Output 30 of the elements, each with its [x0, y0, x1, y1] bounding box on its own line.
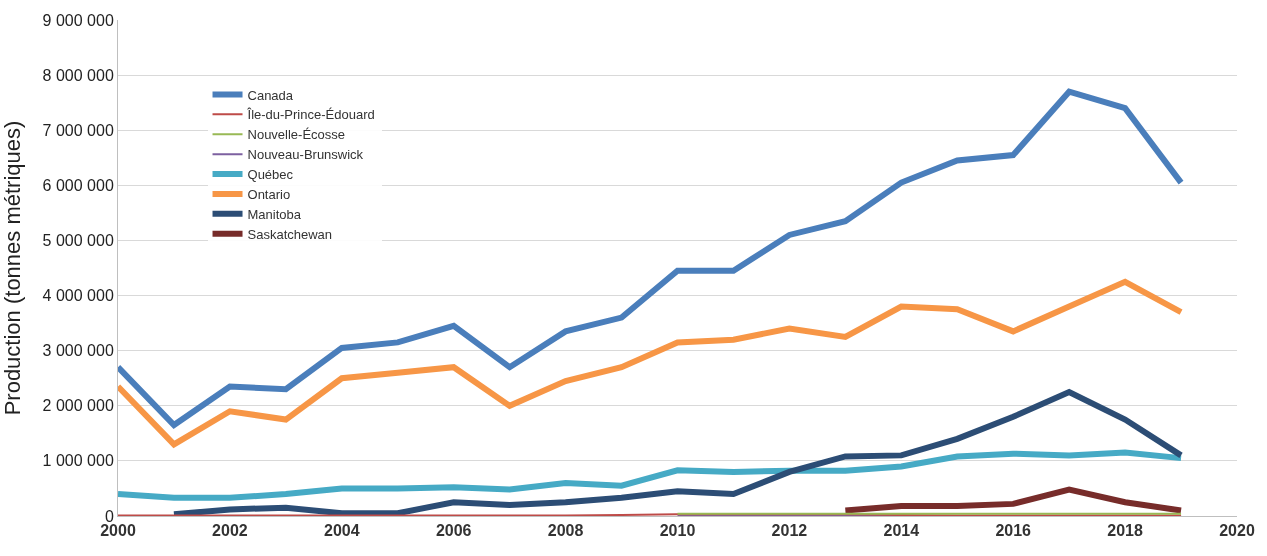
x-tick-label: 2020 [1219, 522, 1255, 540]
x-tick-label: 2004 [324, 522, 360, 540]
x-tick-label: 2008 [547, 522, 584, 540]
x-tick-label: 2006 [435, 522, 472, 540]
y-tick-label: 5 000 000 [42, 232, 114, 250]
x-tick-label: 2016 [995, 522, 1032, 540]
x-tick-label: 2000 [100, 522, 136, 540]
y-tick-label: 0 [104, 507, 114, 525]
legend-label: Manitoba [247, 206, 302, 222]
y-tick-label: 9 000 000 [42, 11, 114, 29]
x-tick-label: 2010 [659, 522, 696, 540]
legend-label: Saskatchewan [247, 226, 333, 242]
y-tick-label: 2 000 000 [42, 397, 114, 415]
x-tick-label: 2014 [883, 522, 920, 540]
y-tick-label: 1 000 000 [42, 452, 114, 470]
x-tick-label: 2018 [1107, 522, 1143, 540]
legend-label: Île-du-Prince-Édouard [246, 107, 375, 123]
legend-label: Canada [247, 87, 294, 103]
y-tick-label: 6 000 000 [42, 176, 114, 194]
legend-label: Ontario [247, 187, 291, 203]
y-tick-label: 3 000 000 [42, 342, 114, 360]
x-tick-label: 2012 [771, 522, 808, 540]
y-tick-label: 4 000 000 [42, 287, 114, 305]
x-tick-label: 2002 [212, 522, 248, 540]
legend-label: Québec [247, 167, 294, 183]
y-tick-label: 8 000 000 [42, 66, 114, 84]
y-axis-title: Production (tonnes métriques) [0, 120, 26, 416]
legend-label: Nouvelle-Écosse [247, 127, 346, 143]
legend-label: Nouveau-Brunswick [247, 147, 364, 163]
y-tick-label: 7 000 000 [42, 121, 114, 139]
